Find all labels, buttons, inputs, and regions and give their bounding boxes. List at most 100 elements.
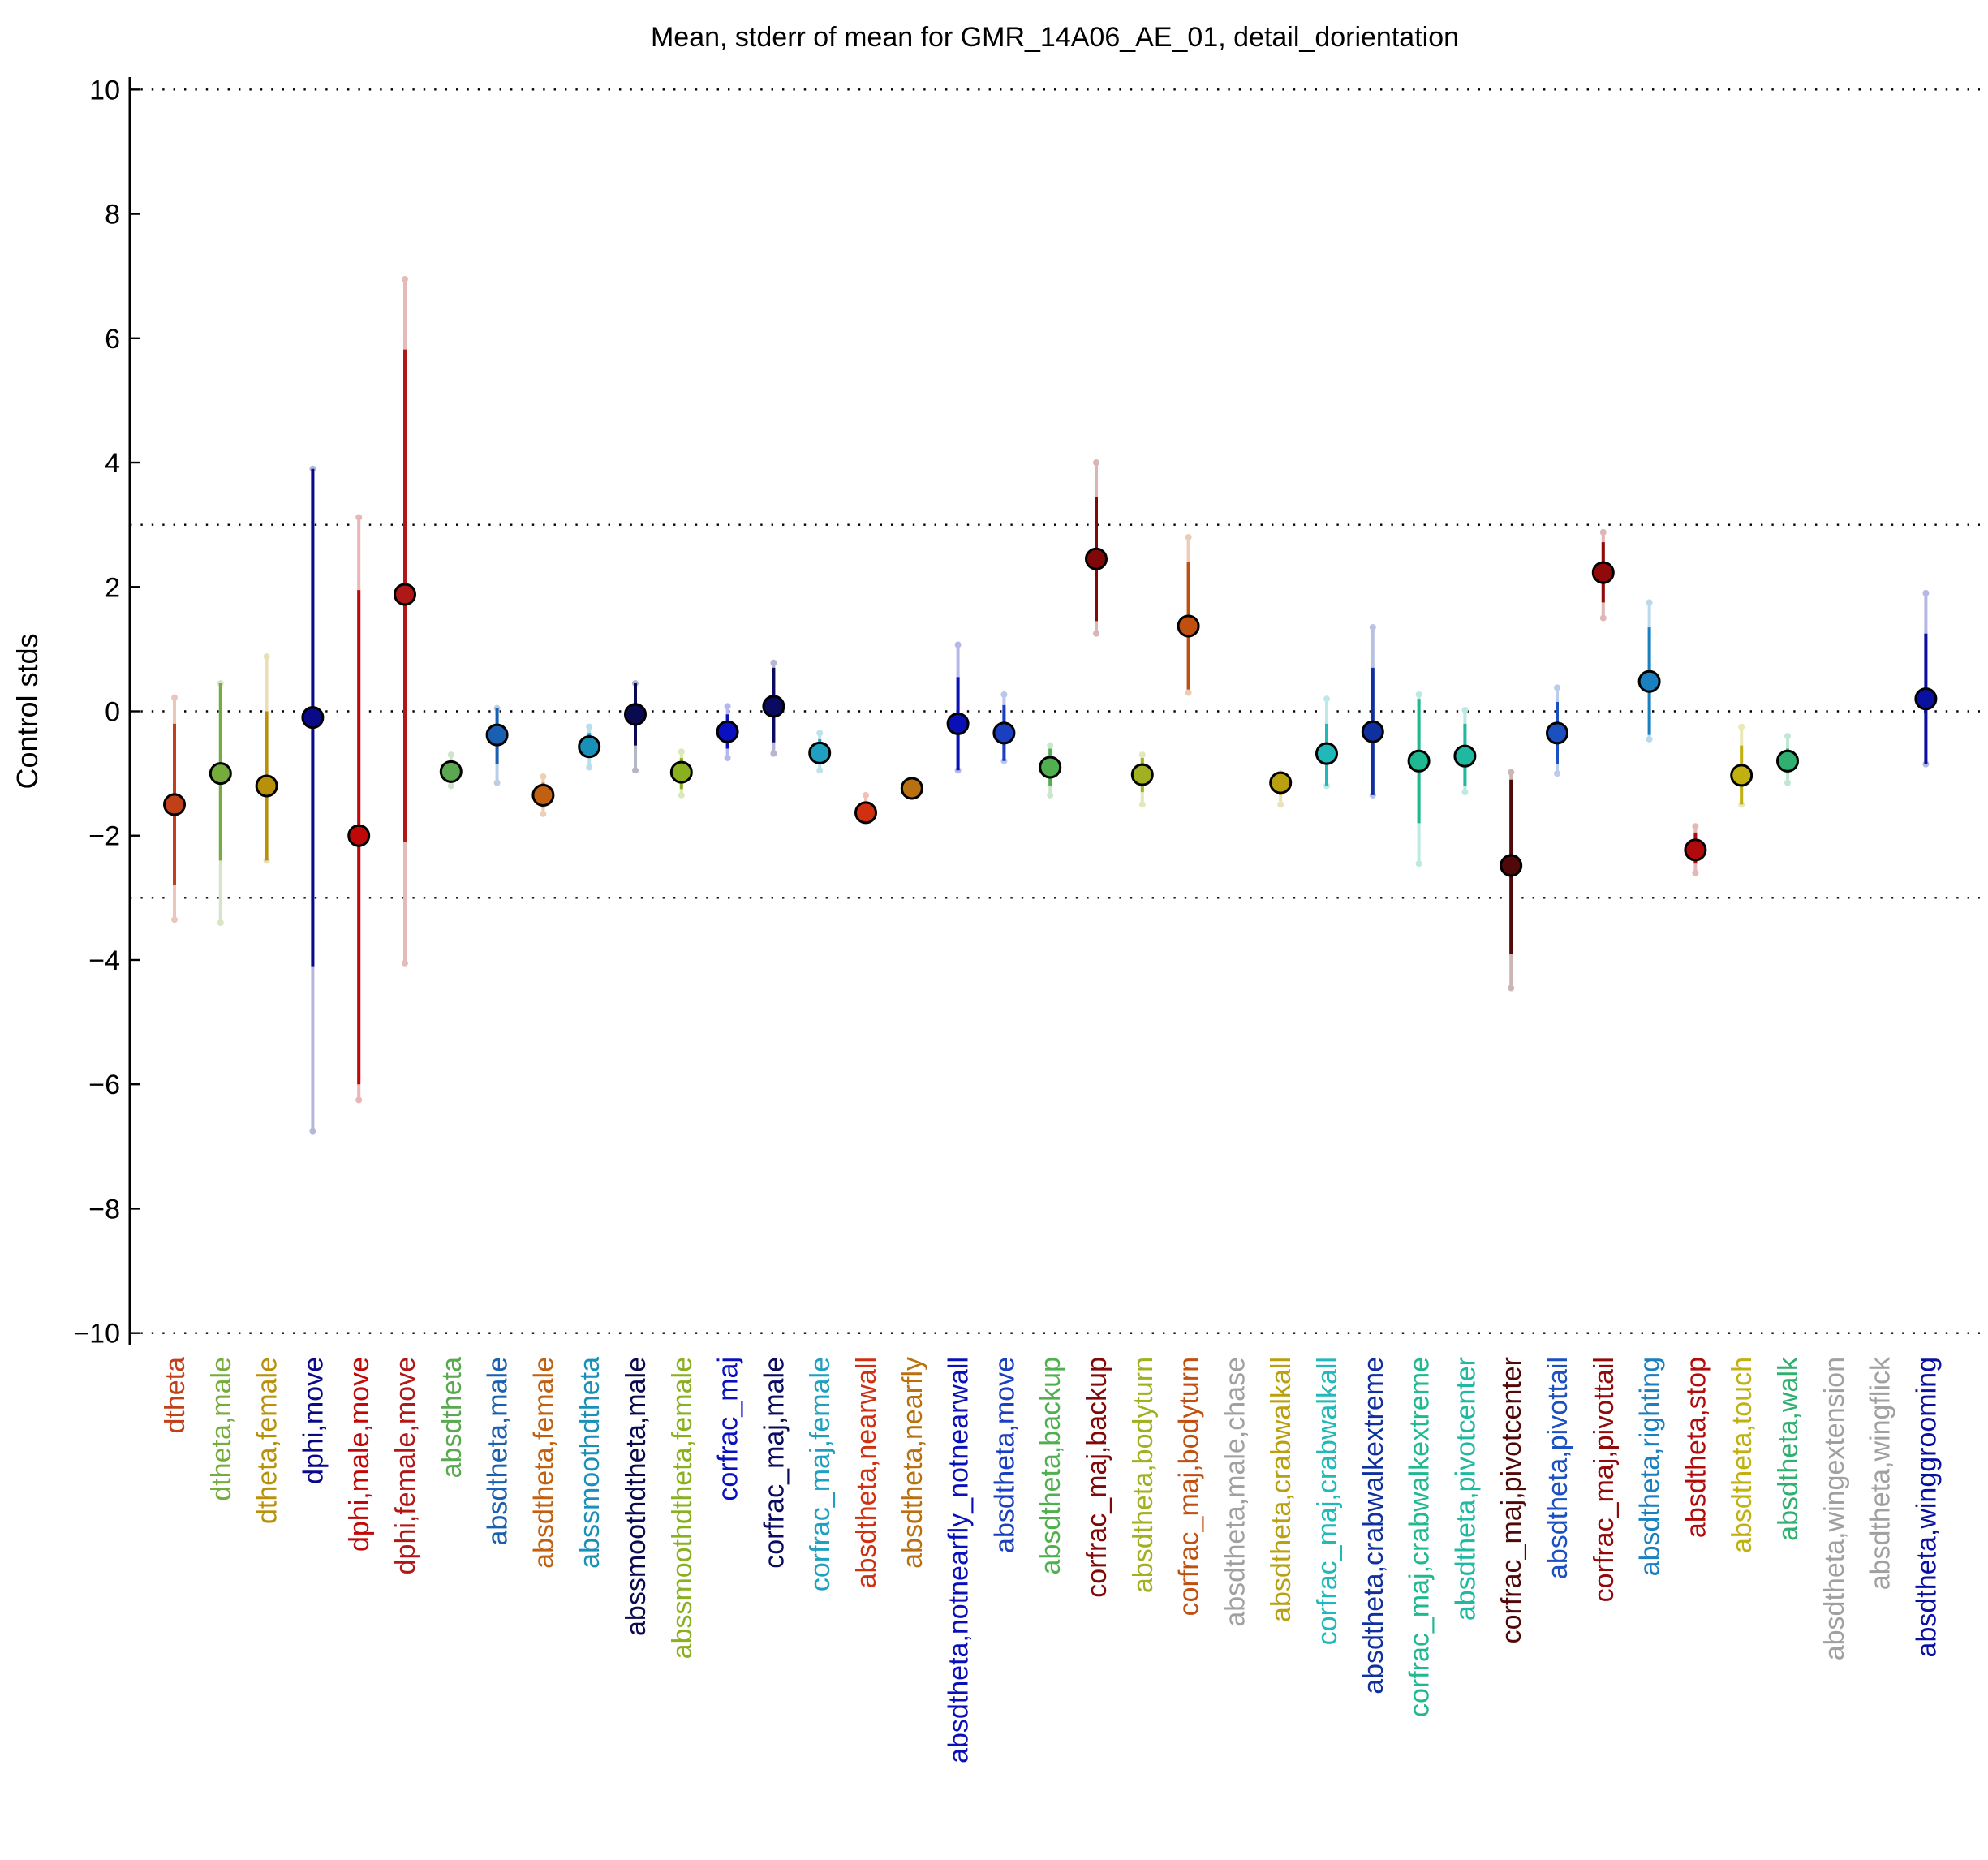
mean-marker-22 <box>1177 614 1200 638</box>
range-end-4-1 <box>355 514 363 521</box>
range-end-31-0 <box>1599 614 1607 622</box>
mean-marker-1 <box>209 762 232 786</box>
mean-marker-30 <box>1546 721 1568 745</box>
mean-marker-3 <box>301 706 325 730</box>
range-end-0-1 <box>171 694 178 701</box>
range-end-7-0 <box>493 779 501 786</box>
x-tick-label-11: abssmoothdtheta,female <box>667 1357 698 1659</box>
range-end-12-0 <box>724 754 731 761</box>
x-tick-label-33: absdtheta,stop <box>1680 1357 1711 1538</box>
range-end-11-1 <box>678 748 685 756</box>
range-end-30-0 <box>1554 770 1560 777</box>
range-end-21-1 <box>1138 751 1146 759</box>
x-tick-label-32: absdtheta,righting <box>1635 1357 1666 1576</box>
range-end-33-0 <box>1692 869 1699 876</box>
range-end-28-1 <box>1461 706 1469 713</box>
mean-marker-29 <box>1500 854 1523 877</box>
mean-marker-24 <box>1269 771 1293 794</box>
range-end-27-0 <box>1415 860 1422 868</box>
mean-marker-10 <box>624 703 647 726</box>
mean-marker-26 <box>1361 720 1384 743</box>
x-tick-label-30: absdtheta,pivottail <box>1543 1357 1573 1579</box>
range-end-10-0 <box>632 767 639 774</box>
range-end-2-1 <box>263 653 270 661</box>
mean-marker-15 <box>854 801 877 825</box>
y-tick-label-3: −4 <box>88 945 120 976</box>
mean-marker-4 <box>347 824 371 847</box>
x-tick-label-3: dphi,move <box>298 1357 329 1484</box>
range-end-22-1 <box>1185 533 1192 540</box>
mean-marker-2 <box>255 774 278 798</box>
range-end-38-1 <box>1922 589 1930 596</box>
range-end-13-0 <box>770 750 777 757</box>
x-tick-label-8: absdtheta,female <box>528 1357 559 1569</box>
y-tick-label-5: 0 <box>105 697 120 728</box>
range-end-19-0 <box>1047 791 1054 799</box>
x-tick-label-20: corfrac_maj,backup <box>1082 1357 1112 1598</box>
range-end-34-1 <box>1738 723 1745 730</box>
mean-marker-11 <box>669 760 693 784</box>
x-tick-label-17: absdtheta,notnearfly_notnearwall <box>944 1357 975 1763</box>
range-end-11-0 <box>678 791 685 799</box>
range-end-19-1 <box>1047 742 1054 749</box>
range-end-22-0 <box>1185 689 1192 696</box>
mean-marker-28 <box>1453 744 1477 768</box>
range-end-14-0 <box>816 767 824 774</box>
x-tick-label-23: absdtheta,male,chase <box>1220 1357 1250 1627</box>
error-bars <box>171 276 1930 1135</box>
x-tick-label-34: absdtheta,touch <box>1727 1357 1758 1553</box>
y-axis-label: Control stds <box>11 633 44 789</box>
x-tick-label-0: dtheta <box>160 1357 191 1434</box>
range-end-8-0 <box>540 810 547 817</box>
x-tick-label-16: absdtheta,nearfly <box>897 1357 928 1569</box>
range-end-25-1 <box>1323 695 1330 703</box>
range-end-6-1 <box>447 751 454 759</box>
y-tick-label-0: −10 <box>73 1319 120 1350</box>
range-end-33-1 <box>1692 823 1699 830</box>
mean-marker-38 <box>1914 687 1938 711</box>
range-end-9-0 <box>586 764 593 771</box>
mean-marker-13 <box>762 695 785 718</box>
x-tick-label-14: corfrac_maj,female <box>805 1357 836 1591</box>
x-tick-label-35: absdtheta,walk <box>1773 1356 1804 1541</box>
range-end-0-0 <box>171 916 178 924</box>
y-axis: −10 −8 −6 −4 −2 0 2 4 6 8 10 <box>73 75 140 1350</box>
mean-marker-0 <box>163 793 186 816</box>
y-tick-label-7: 4 <box>105 448 120 479</box>
range-end-9-1 <box>586 723 593 730</box>
mean-marker-16 <box>900 777 923 800</box>
mean-marker-6 <box>439 760 463 783</box>
x-tick-label-24: absdtheta,crabwalkall <box>1266 1357 1297 1622</box>
range-end-27-1 <box>1415 691 1422 698</box>
mean-marker-27 <box>1407 749 1431 773</box>
x-tick-label-31: corfrac_maj,pivottail <box>1589 1357 1620 1602</box>
range-end-30-1 <box>1554 684 1560 691</box>
mean-marker-19 <box>1039 756 1062 779</box>
range-end-6-0 <box>447 782 454 790</box>
range-end-32-0 <box>1646 735 1653 743</box>
y-tick-label-8: 6 <box>105 324 120 355</box>
x-tick-label-38: absdtheta,winggrooming <box>1911 1357 1942 1657</box>
x-tick-label-18: absdtheta,move <box>989 1357 1020 1553</box>
mean-marker-17 <box>946 712 970 735</box>
mean-marker-35 <box>1776 749 1799 773</box>
x-tick-label-2: dtheta,female <box>252 1357 283 1524</box>
x-tick-label-28: absdtheta,pivotcenter <box>1450 1357 1481 1621</box>
x-tick-label-15: absdtheta,nearwall <box>851 1357 882 1588</box>
range-end-1-0 <box>217 919 224 926</box>
range-end-24-0 <box>1277 801 1284 808</box>
x-tick-label-21: absdtheta,bodyturn <box>1128 1357 1159 1593</box>
x-tick-label-19: absdtheta,backup <box>1035 1357 1066 1574</box>
mean-marker-34 <box>1730 764 1753 787</box>
range-end-17-1 <box>954 641 962 648</box>
mean-marker-20 <box>1085 547 1108 570</box>
range-end-35-1 <box>1784 733 1791 740</box>
mean-marker-21 <box>1130 763 1154 786</box>
range-end-21-0 <box>1138 801 1146 808</box>
y-tick-label-1: −8 <box>88 1194 120 1225</box>
x-tick-label-4: dphi,male,move <box>344 1357 375 1552</box>
data-points <box>163 547 1938 877</box>
mean-marker-14 <box>808 741 832 764</box>
x-tick-label-9: abssmoothdtheta <box>574 1357 605 1569</box>
